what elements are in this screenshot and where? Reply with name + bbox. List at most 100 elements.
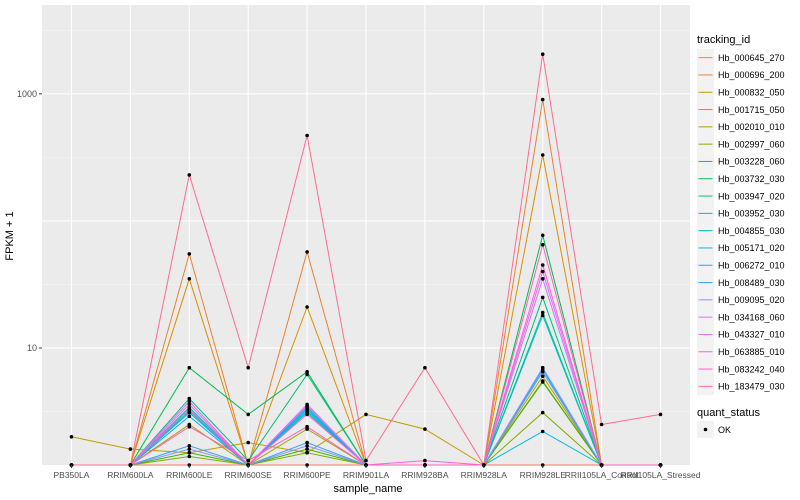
data-point [305,412,309,417]
data-point [540,365,545,370]
x-axis-title: sample_name [333,483,402,495]
data-point [187,447,192,451]
data-point [187,365,192,370]
data-point [187,277,192,281]
x-axis: PB350LA RRIM600LA RRIM600LE RRIM600SE RRIM60… [53,465,701,480]
data-point [246,440,250,445]
data-point [540,153,545,157]
legend-label: Hb_005171_020 [718,243,785,253]
legend-item: Hb_005171_020 [697,239,785,257]
legend-label: Hb_008489_030 [718,278,785,288]
data-point [540,313,545,318]
legend-label: Hb_004855_030 [718,226,785,236]
legend-label: Hb_003732_030 [718,174,785,184]
legend-item: Hb_009095_020 [697,291,785,309]
legend-shape-point [703,427,708,432]
x-tick-label: RRIM600LE [166,470,213,480]
x-tick-label: RRIM901LA [343,470,390,480]
y-tick-label: 1000 [17,89,37,99]
y-tick-label: 10 [27,343,37,353]
legend-label: Hb_009095_020 [718,295,785,305]
legend-label: Hb_000645_270 [718,53,785,63]
legend-label: Hb_034168_060 [718,312,785,322]
legend-item: Hb_004855_030 [697,222,785,240]
data-point [305,402,309,407]
legend-label: Hb_000696_200 [718,70,785,80]
data-point [540,295,545,300]
legend-title: tracking_id [697,34,750,46]
data-point [540,374,545,379]
data-point [187,396,192,401]
data-point [540,269,545,274]
legend-label: Hb_063885_010 [718,347,785,357]
data-point [246,412,250,417]
x-tick-label: RRIM928BA [401,470,449,480]
data-point [658,412,663,417]
legend-label: Hb_000832_050 [718,87,785,97]
data-point [246,365,250,370]
x-tick-label: RRIM928LE [520,470,567,480]
legend-item: Hb_003952_030 [697,204,785,222]
x-tick-label: RRIM600SE [225,470,273,480]
data-point [364,458,368,463]
data-point [423,458,427,463]
legend-label: Hb_006272_010 [718,260,785,270]
data-point [187,399,192,404]
data-point [187,402,192,407]
legend-item: Hb_000645_270 [697,49,785,67]
legend-item: Hb_008489_030 [697,273,785,292]
legend-item: Hb_002010_010 [697,118,785,136]
x-tick-label: RRIM600LA [107,470,154,480]
data-point [69,435,74,439]
data-point [305,250,309,254]
data-point [246,458,250,463]
y-axis: 10 1000 [17,89,42,353]
legend-item: Hb_003947_020 [697,187,785,205]
data-point [540,242,545,247]
legend-label: Hb_003947_020 [718,191,785,201]
legend: tracking_id Hb_000645_270Hb_000696_200Hb… [697,34,785,438]
x-tick-label: RRIM928LA [461,470,508,480]
legend-items: Hb_000645_270 Hb_000696_200 Hb_000832_050 H… [697,49,785,395]
legend-label: Hb_183479_030 [718,382,785,392]
data-point [540,97,545,102]
legend-item: Hb_003228_060 [697,152,785,171]
legend-item: Hb_000832_050 [697,83,785,101]
legend-label: Hb_002997_060 [718,139,785,149]
legend-item: Hb_034168_060 [697,308,785,326]
data-point [540,233,545,238]
data-point [187,414,192,419]
data-point [305,133,309,138]
legend-item: Hb_003732_030 [697,170,785,188]
data-point [128,447,133,451]
data-point [540,410,545,415]
data-point [187,444,192,448]
legend-label: Hb_003228_060 [718,157,785,167]
data-point [423,365,427,370]
data-point [187,173,192,177]
x-tick-label: RRII105LA_Control [565,470,639,480]
legend-label: Hb_003952_030 [718,209,785,219]
data-point [305,372,309,377]
data-point [305,450,309,455]
legend-item: Hb_002997_060 [697,135,785,153]
data-point [305,370,309,374]
gridlines [42,5,690,465]
legend-item: Hb_006272_010 [697,256,785,274]
data-point [187,450,192,455]
legend-label: Hb_083242_040 [718,364,785,374]
data-point [187,424,192,429]
x-tick-label: PB350LA [53,470,89,480]
data-point [305,440,309,445]
data-point [187,454,192,459]
legend-label: Hb_001715_050 [718,105,785,115]
data-point [540,310,545,315]
data-point [540,277,545,281]
data-point [540,263,545,267]
data-point [305,424,309,429]
data-point [540,380,545,384]
legend-label: Hb_002010_010 [718,122,785,132]
legend-item: Hb_083242_040 [697,360,785,378]
data-point [305,305,309,309]
data-point [187,252,192,256]
